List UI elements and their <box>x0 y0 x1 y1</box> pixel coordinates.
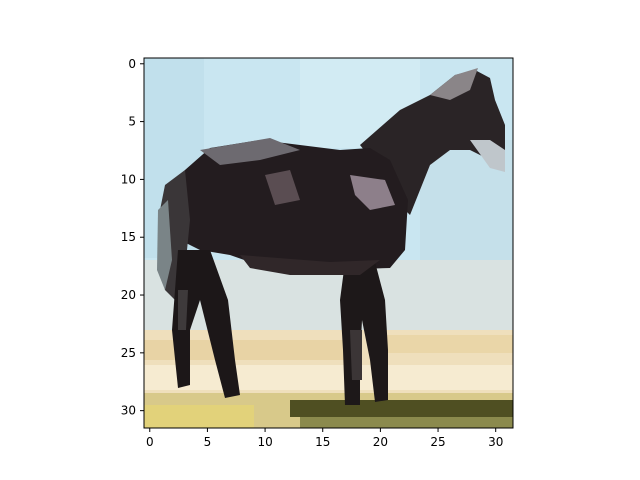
x-tick-label: 0 <box>146 435 154 449</box>
x-tick-label: 25 <box>430 435 445 449</box>
y-tick-label: 0 <box>128 57 136 71</box>
y-tick-label: 5 <box>128 115 136 129</box>
x-tick-label: 15 <box>315 435 330 449</box>
x-tick-label: 10 <box>257 435 272 449</box>
axes-frame <box>143 57 514 429</box>
ground-yellow <box>144 405 254 428</box>
x-tick-label: 20 <box>373 435 388 449</box>
y-tick-label: 30 <box>121 404 136 418</box>
horse-figure <box>157 68 505 405</box>
x-axis: 0 5 10 15 20 25 30 <box>146 428 503 449</box>
y-tick-label: 15 <box>121 230 136 244</box>
horse-image <box>144 58 513 428</box>
grass-dark-strip <box>290 400 513 417</box>
x-tick-label: 30 <box>488 435 503 449</box>
sand-stripe-2 <box>380 335 513 353</box>
y-tick-label: 25 <box>121 346 136 360</box>
sand-stripe-1 <box>144 340 344 360</box>
y-tick-label: 20 <box>121 288 136 302</box>
grass-lower-strip <box>300 417 513 428</box>
y-tick-label: 10 <box>121 172 136 186</box>
sand-stripe-3 <box>144 365 513 390</box>
y-axis: 0 5 10 15 20 25 30 <box>121 57 144 418</box>
x-tick-label: 5 <box>204 435 212 449</box>
